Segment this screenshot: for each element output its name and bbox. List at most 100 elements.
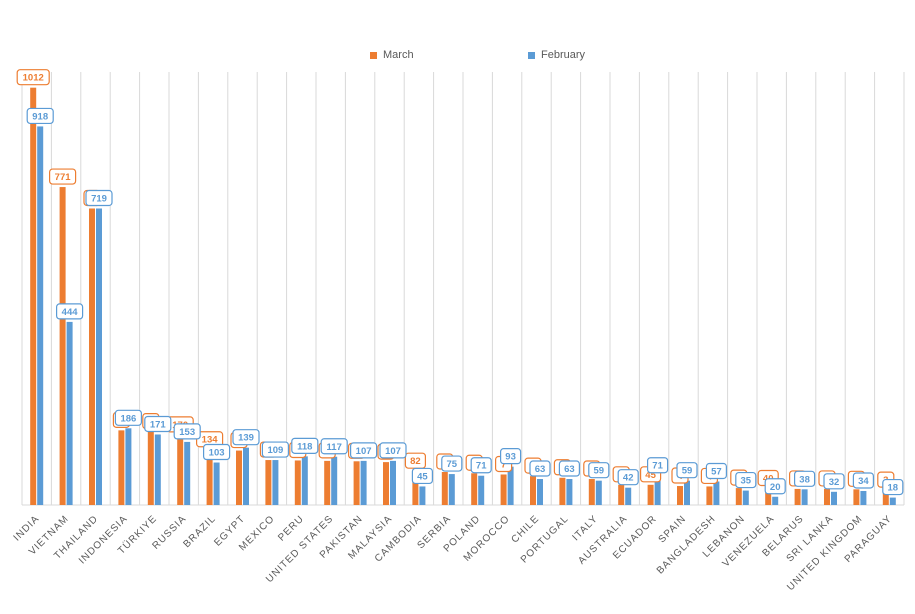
- bar-february: [331, 456, 338, 505]
- data-label-box: [173, 423, 201, 440]
- bar-march: [30, 87, 37, 506]
- data-label-text: 103: [209, 448, 225, 459]
- bar-february: [154, 434, 161, 505]
- bar-february: [184, 441, 191, 505]
- data-label: 186: [114, 409, 143, 426]
- data-labels: 1012771711170134111111828777664454444033…: [16, 69, 904, 496]
- bar-march: [441, 472, 448, 505]
- data-label: 118: [291, 437, 319, 454]
- data-label-box: [291, 437, 319, 454]
- x-tick-label: VENEZUELA: [721, 513, 777, 569]
- bar-february: [684, 480, 690, 505]
- bar-february: [448, 474, 455, 505]
- data-label: 20: [764, 478, 786, 495]
- data-label-text: 117: [327, 442, 342, 453]
- data-label: 139: [232, 429, 260, 446]
- bar-march: [647, 484, 654, 505]
- data-label: 34: [852, 472, 875, 489]
- bar-february: [419, 486, 426, 505]
- bar-march: [824, 488, 830, 505]
- x-tick-labels: INDIAVIETNAMTHAILANDINDONESIATÜRKIYERUSS…: [12, 513, 895, 593]
- bar-march: [383, 462, 389, 505]
- data-label-text: 444: [62, 307, 79, 318]
- data-label-box: [676, 462, 698, 479]
- bar-march: [882, 490, 889, 505]
- bar-march: [588, 479, 595, 505]
- data-label-text: 57: [711, 466, 722, 477]
- bar-february: [889, 497, 896, 505]
- bar-march: [177, 434, 184, 505]
- data-label: 63: [558, 460, 581, 477]
- data-label-text: 771: [55, 172, 72, 183]
- bar-february: [801, 489, 808, 505]
- data-label-box: [793, 470, 816, 487]
- data-label-box: [529, 460, 551, 477]
- data-label: 32: [823, 473, 845, 490]
- data-label: 109: [261, 441, 289, 458]
- data-label-box: [705, 462, 728, 480]
- bar-february: [772, 496, 779, 505]
- data-label-box: [852, 472, 875, 489]
- bar-march: [706, 486, 713, 505]
- data-label-text: 32: [829, 477, 840, 488]
- bar-march: [236, 450, 242, 505]
- data-label-text: 75: [447, 459, 458, 470]
- data-label: 75: [441, 455, 463, 472]
- bar-february: [860, 490, 867, 505]
- data-label-box: [764, 478, 786, 495]
- bar-march: [677, 486, 683, 505]
- bar-february: [390, 460, 396, 505]
- bar-february: [831, 491, 837, 505]
- data-label: 63: [529, 460, 551, 477]
- data-label: 59: [676, 462, 698, 479]
- data-label-text: 153: [179, 427, 195, 438]
- bar-february: [566, 479, 573, 505]
- data-label-box: [203, 443, 231, 461]
- data-label-text: 59: [594, 466, 605, 477]
- bar-february: [742, 490, 749, 505]
- data-label: 918: [26, 107, 54, 125]
- legend-item-march: March: [370, 49, 414, 61]
- bar-march: [118, 430, 125, 505]
- data-label-text: 1012: [23, 73, 44, 84]
- data-label: 771: [48, 168, 77, 185]
- bar-march: [206, 449, 213, 505]
- data-label-box: [470, 457, 492, 474]
- data-label-text: 139: [238, 433, 254, 444]
- data-label: 171: [144, 415, 172, 433]
- gridlines: [21, 72, 905, 505]
- legend: March February: [0, 49, 915, 65]
- legend-label-february: February: [541, 49, 586, 61]
- data-label-box: [261, 441, 289, 458]
- data-label: 103: [203, 443, 231, 461]
- bar-march: [294, 460, 301, 505]
- data-label: 71: [646, 457, 669, 474]
- data-label-text: 59: [682, 466, 693, 477]
- data-label-box: [735, 471, 757, 489]
- data-label-text: 134: [202, 435, 219, 446]
- bar-march: [853, 489, 860, 505]
- bar-march: [147, 431, 154, 505]
- data-label: 107: [350, 442, 378, 459]
- legend-item-february: February: [528, 49, 585, 61]
- data-label: 107: [379, 442, 407, 459]
- bar-february: [213, 462, 220, 505]
- bar-march: [794, 488, 801, 505]
- bar-february: [507, 466, 514, 505]
- data-label-box: [232, 429, 260, 446]
- data-label-box: [411, 467, 433, 485]
- bar-february: [478, 475, 485, 505]
- bar-february: [713, 481, 720, 505]
- legend-swatch-march: [370, 51, 377, 59]
- data-label: 444: [55, 303, 84, 320]
- bar-february: [66, 321, 73, 505]
- data-label-box: [350, 442, 378, 459]
- bar-february: [37, 126, 44, 505]
- data-label-text: 63: [564, 464, 575, 475]
- data-label: 42: [617, 469, 639, 486]
- data-label-text: 45: [645, 470, 656, 481]
- bar-february: [654, 475, 661, 505]
- bar-march: [353, 461, 360, 505]
